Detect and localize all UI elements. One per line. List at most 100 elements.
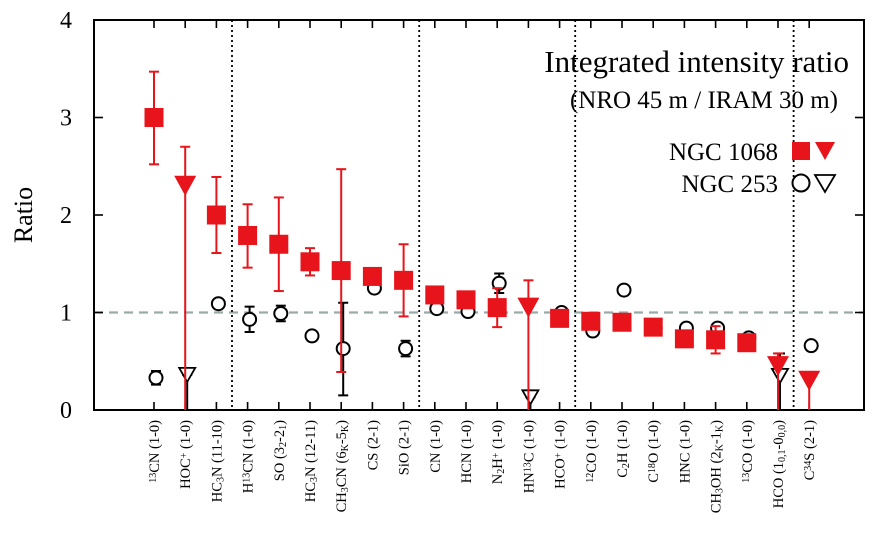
ngc1068-point <box>206 205 226 225</box>
category-label: 12CO (1-0) <box>584 420 600 483</box>
category-label-part: 0,1 <box>777 449 788 462</box>
category-label-part: N <box>490 473 506 484</box>
category-label-part: + <box>553 452 564 458</box>
category-label: C18O (1-0) <box>646 420 662 483</box>
ngc1068-point <box>238 225 258 245</box>
category-label-part: 13 <box>740 473 751 483</box>
ngc1068-point <box>394 270 414 290</box>
category-label-part: N (12-11) <box>303 420 319 477</box>
category-label-part: C <box>646 473 662 483</box>
category-label-part: + <box>179 452 190 458</box>
category-label: HC3N (11-10) <box>209 420 226 502</box>
category-label-part: HN <box>521 472 537 493</box>
ngc253-point <box>210 296 226 312</box>
y-tick-label: 2 <box>60 203 72 229</box>
category-label-part: N (11-10) <box>209 420 225 477</box>
category-label-part: (1-0) <box>490 420 506 453</box>
category-label: HN13C (1-0) <box>521 420 537 493</box>
data-layer <box>144 70 821 410</box>
category-label-part: C <box>802 471 818 481</box>
category-label-part: 2 <box>278 442 289 447</box>
category-label-part: 13 <box>148 473 159 483</box>
ngc1068-point <box>487 298 507 318</box>
ngc1068-upper-limit-point <box>798 370 821 391</box>
legend-label-ngc253: NGC 253 <box>681 171 778 198</box>
ngc1068-upper-limit-point <box>174 175 197 196</box>
category-label-part: H (1-0) <box>615 420 631 463</box>
category-label: 13CN (1-0) <box>147 420 163 483</box>
y-tick-label: 0 <box>60 398 72 424</box>
ngc253-point <box>335 341 351 357</box>
category-label-part: 13 <box>241 473 252 483</box>
category-label-part: S (2-1) <box>802 420 818 461</box>
category-label-part: HC <box>209 482 225 502</box>
category-label: HC3N (12-11) <box>303 420 320 502</box>
category-label-part: 18 <box>647 463 658 473</box>
category-label: HCO (10,1-00,0) <box>771 420 788 508</box>
category-label-part: CN (1-0) <box>147 420 163 473</box>
category-label-part: K <box>340 443 351 451</box>
category-label-part: HCO <box>553 458 569 489</box>
category-label-part: HCN (1-0) <box>459 420 475 483</box>
category-label: HNC (1-0) <box>677 420 693 483</box>
category-label-part: ) <box>771 420 787 425</box>
category-label-part: (1-0) <box>178 420 194 453</box>
category-label: HCN (1-0) <box>459 420 475 483</box>
ngc253-point <box>242 311 258 327</box>
category-label-part: ) <box>334 420 350 425</box>
chart-title: Integrated intensity ratio <box>544 44 849 79</box>
ngc253-point <box>616 282 632 298</box>
ngc1068-point <box>269 234 289 254</box>
category-label: CH3OH (2K-1K) <box>709 420 726 513</box>
category-label: CN (1-0) <box>428 420 444 473</box>
ngc253-point <box>273 305 289 321</box>
category-label-part: 34 <box>803 461 814 471</box>
category-label: N2H+ (1-0) <box>490 420 507 484</box>
ngc1068-point <box>362 266 382 286</box>
category-label-part: CS (2-1) <box>365 420 381 471</box>
category-label: H13CN (1-0) <box>241 420 257 493</box>
category-label-part: SO (3 <box>272 447 288 481</box>
ngc1068-point <box>737 333 757 353</box>
category-label-part: 3 <box>309 477 320 482</box>
text-layer: Integrated intensity ratio (NRO 45 m / I… <box>9 44 849 243</box>
chart-subtitle: (NRO 45 m / IRAM 30 m) <box>570 87 838 114</box>
category-label-part: C <box>615 468 631 478</box>
ngc253-point <box>803 338 819 354</box>
category-label-part: HCO (1 <box>771 462 787 508</box>
ngc253-point <box>148 370 164 386</box>
category-label-part: CH <box>709 493 725 514</box>
category-label-part: 13 <box>522 462 533 472</box>
legend-label-ngc1068: NGC 1068 <box>669 139 778 166</box>
ngc1068-point <box>581 311 601 331</box>
category-label-part: 0,0 <box>777 425 788 438</box>
ngc1068-point <box>643 317 663 337</box>
ngc1068-point <box>612 312 632 332</box>
category-label-part: OH (2 <box>709 451 725 488</box>
category-label-part: HOC <box>178 458 194 489</box>
ngc1068-point <box>144 108 164 127</box>
category-label-part: CO (1-0) <box>740 420 756 473</box>
category-label: C34S (2-1) <box>802 420 818 481</box>
ngc253-point <box>304 328 320 344</box>
category-label: SiO (2-1) <box>397 420 413 475</box>
category-label-part: 3 <box>216 477 227 482</box>
category-label-part: K <box>715 443 726 451</box>
category-label-part: SiO (2-1) <box>397 420 413 475</box>
ngc1068-point <box>425 285 445 305</box>
y-tick-label: 4 <box>60 8 72 34</box>
category-label-part: CN (1-0) <box>428 420 444 473</box>
category-label-part: 3 <box>340 487 351 492</box>
category-label-part: CH <box>334 492 350 513</box>
category-label-part: ) <box>709 420 725 425</box>
legend-triangle-ngc253 <box>813 174 837 194</box>
category-label: SO (32-21) <box>272 420 289 481</box>
category-label-part: O (1-0) <box>646 420 662 463</box>
category-label-part: 3 <box>715 488 726 493</box>
category-label-part: HC <box>303 482 319 502</box>
category-label: HCO+ (1-0) <box>553 420 569 489</box>
category-label: C2H (1-0) <box>615 420 632 478</box>
category-labels: 13CN (1-0)HOC+ (1-0)HC3N (11-10)H13CN (1… <box>147 420 818 513</box>
category-label-part: HNC (1-0) <box>677 420 693 483</box>
